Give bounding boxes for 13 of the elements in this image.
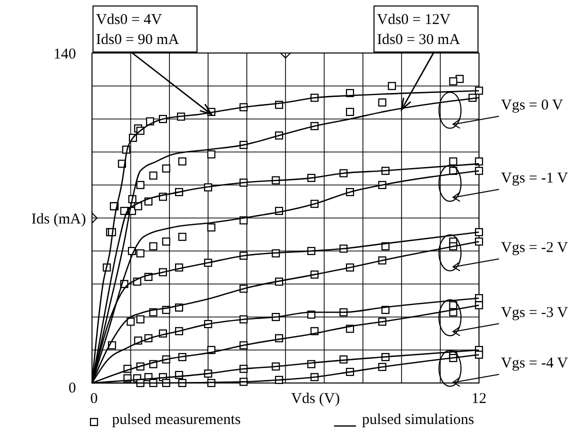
y-axis-title: Ids (mA) [31,211,86,228]
annotation: Vds0 = 4V Ids0 = 90 mA [96,12,180,48]
text: Vgs = -1 V [501,170,568,187]
legend-label: pulsed measurements [112,412,241,428]
x-tick-label: 12 [472,391,486,407]
annotation: Vds0 = 12V Ids0 = 30 mA [377,12,460,48]
text: Vgs = -4 V [501,356,568,372]
text: Vgs = -2 V [501,240,568,256]
legend-label: pulsed simulations [362,412,474,428]
text: Vgs = 0 V [501,98,564,114]
text: Vgs = -3 V [501,304,568,321]
x-axis-title: Vds (V) [291,391,340,407]
y-tick-label: 140 [54,46,76,62]
